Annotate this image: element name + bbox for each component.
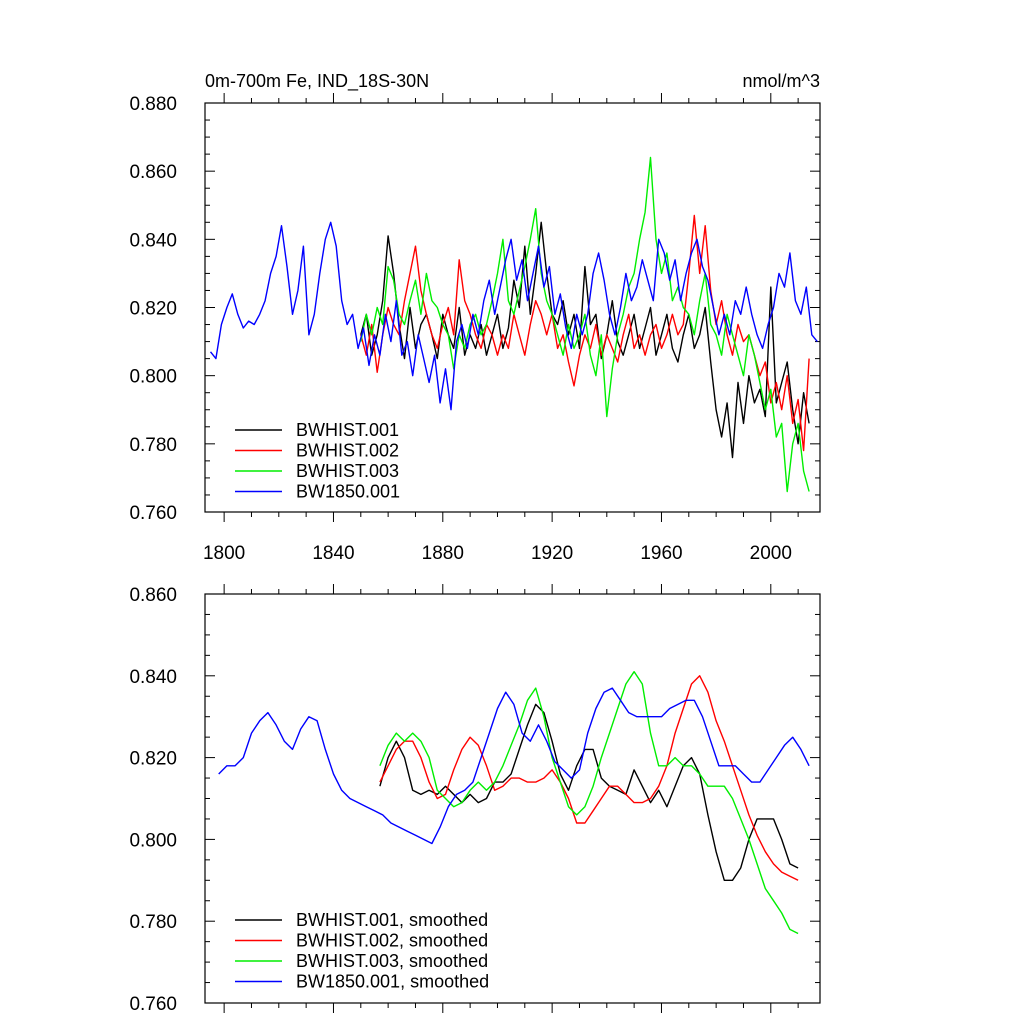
x-tick-label: 1800: [203, 543, 245, 564]
y-tick-label: 0.880: [129, 94, 177, 115]
units-label: nmol/m^3: [743, 71, 820, 91]
legend-entry: BWHIST.002: [296, 441, 399, 461]
x-tick-label: 2000: [750, 543, 792, 564]
y-tick-label: 0.820: [129, 749, 177, 770]
bottom-panel-smoothed-series: 0.760 0.780 0.800 0.820 0.840 0.860 BWHIST.001…: [129, 584, 821, 1015]
x-tick-label: 1920: [531, 543, 573, 564]
x-tick-label: 1960: [640, 543, 682, 564]
series-line-bw1850-001: [209, 221, 818, 411]
legend-entry: BWHIST.002, smoothed: [296, 931, 488, 951]
top-panel-raw-series: 0.760 0.780 0.800 0.820 0.840 0.860 0.880 1800 1…: [129, 71, 821, 564]
series-line-bwhist-003: [360, 156, 810, 493]
legend-entry: BWHIST.003: [296, 461, 399, 481]
y-tick-label: 0.860: [129, 162, 177, 183]
legend-entry: BWHIST.003, smoothed: [296, 951, 488, 971]
series-line-bwhist-001: [360, 221, 810, 459]
y-tick-label: 0.860: [129, 585, 177, 606]
series-line-bwhist-003-smoothed: [379, 671, 799, 935]
y-tick-label: 0.760: [129, 994, 177, 1015]
x-tick-label: 1840: [312, 543, 354, 564]
series-line-bw1850-001-smoothed: [218, 687, 810, 845]
series-group: [218, 671, 810, 935]
series-line-bwhist-001-smoothed: [379, 703, 799, 881]
y-tick-label: 0.820: [129, 299, 177, 320]
chart-title: 0m-700m Fe, IND_18S-30N: [205, 71, 429, 92]
y-tick-label: 0.780: [129, 912, 177, 933]
series-group: [209, 156, 818, 493]
legend-entry: BWHIST.001, smoothed: [296, 910, 488, 930]
y-tick-label: 0.840: [129, 230, 177, 251]
x-tick-label: 1880: [422, 543, 464, 564]
legend-entry: BW1850.001, smoothed: [296, 972, 489, 992]
legend-entry: BWHIST.001: [296, 420, 399, 440]
y-tick-label: 0.800: [129, 367, 177, 388]
series-line-bwhist-002-smoothed: [379, 675, 799, 881]
y-tick-label: 0.840: [129, 667, 177, 688]
legend-entry: BW1850.001: [296, 482, 400, 502]
series-line-bwhist-002: [360, 214, 810, 452]
y-tick-label: 0.800: [129, 830, 177, 851]
y-tick-label: 0.760: [129, 503, 177, 524]
y-tick-label: 0.780: [129, 435, 177, 456]
